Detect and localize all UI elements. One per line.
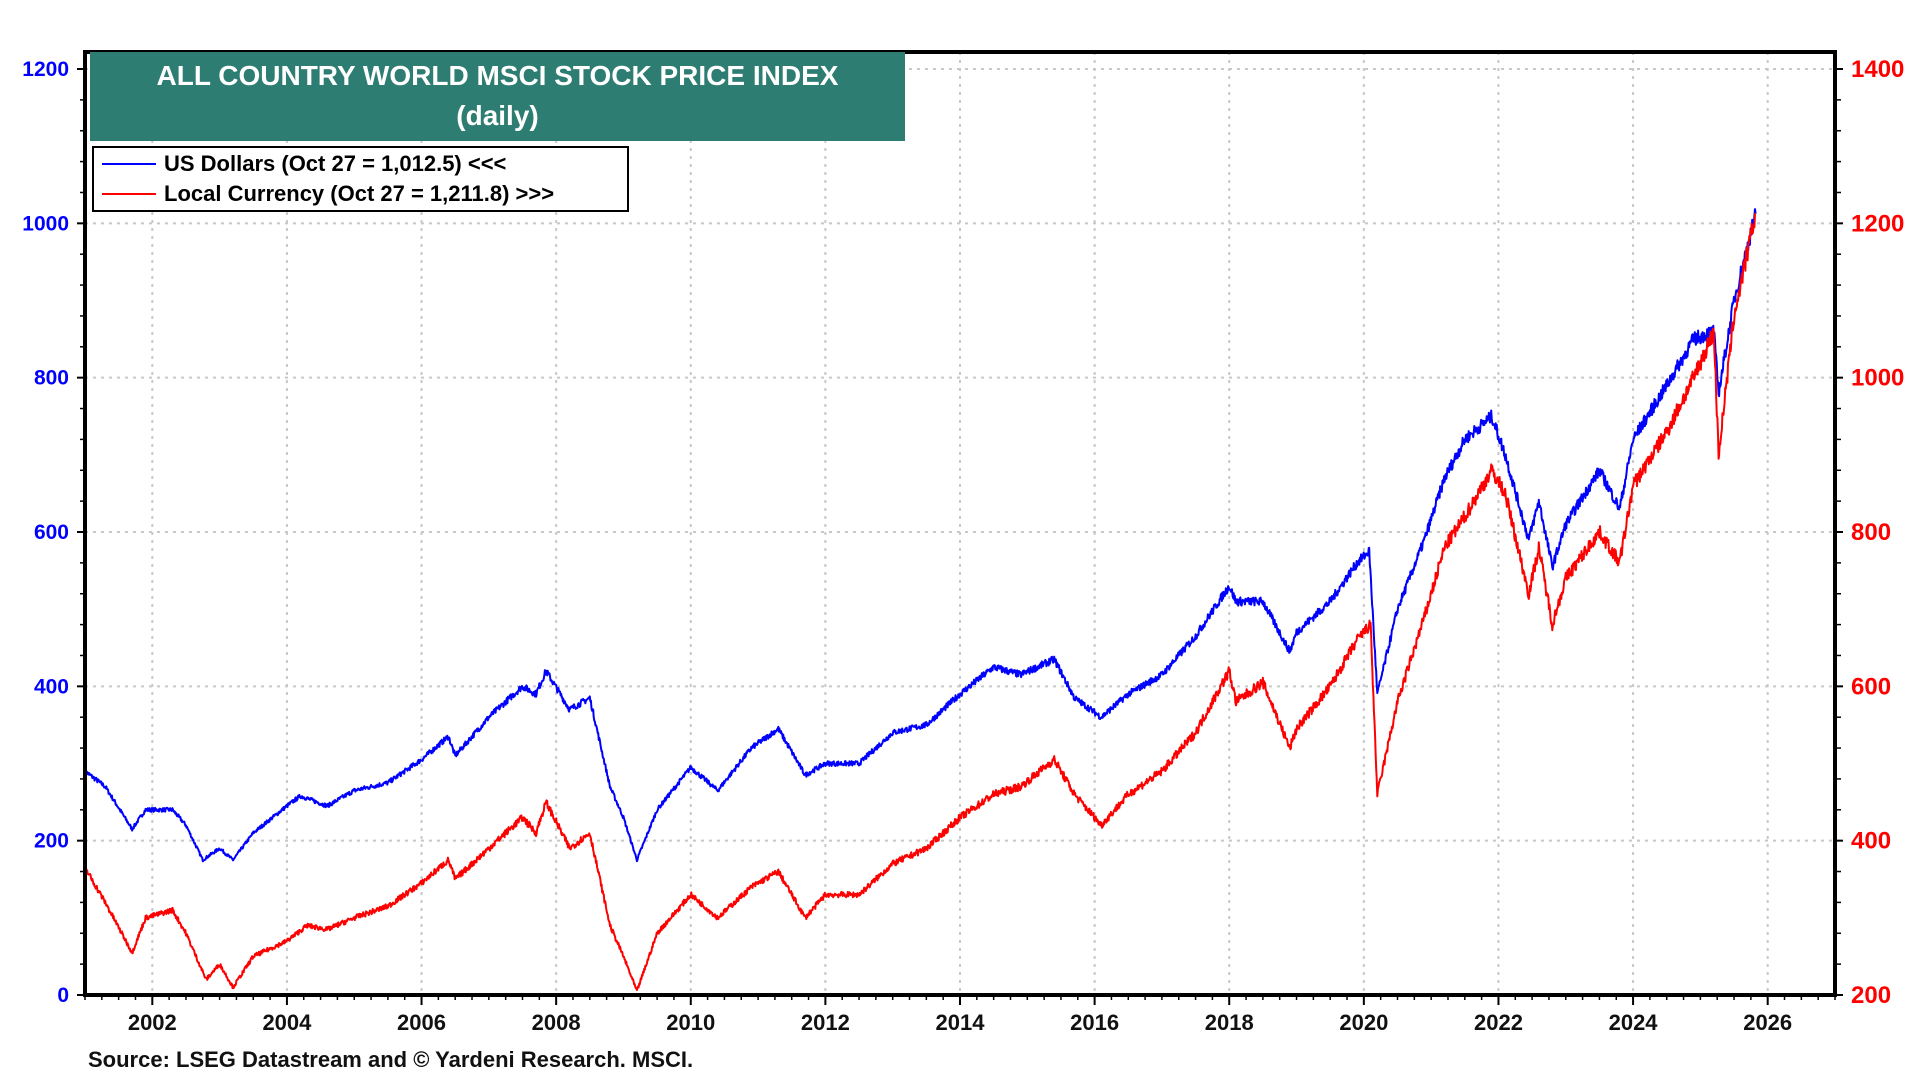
y-tick-label-left: 1000 [22, 212, 69, 235]
legend-label-usd: US Dollars (Oct 27 = 1,012.5) <<< [164, 151, 507, 176]
y-tick-label-right: 1200 [1851, 210, 1904, 237]
y-tick-label-right: 600 [1851, 673, 1891, 700]
x-tick-label: 2026 [1743, 1010, 1792, 1035]
legend: US Dollars (Oct 27 = 1,012.5) <<< Local … [92, 146, 629, 212]
legend-swatch-local [102, 193, 156, 195]
x-tick-label: 2014 [936, 1010, 986, 1035]
y-tick-label-left: 1200 [22, 58, 69, 81]
legend-item-usd: US Dollars (Oct 27 = 1,012.5) <<< [102, 150, 627, 178]
x-tick-label: 2024 [1609, 1010, 1659, 1035]
gridlines [85, 52, 1835, 995]
series-line-local-currency [84, 212, 1757, 991]
series-line-usd [84, 208, 1757, 863]
y-tick-label-right: 200 [1851, 982, 1891, 1009]
x-tick-label: 2004 [262, 1010, 312, 1035]
x-tick-label: 2020 [1339, 1010, 1388, 1035]
series-group [84, 208, 1757, 991]
axis-ticks [77, 68, 1843, 1005]
legend-swatch-usd [102, 163, 156, 165]
source-note: Source: LSEG Datastream and © Yardeni Re… [88, 1047, 694, 1072]
x-tick-label: 2016 [1070, 1010, 1119, 1035]
y-tick-label-left: 800 [34, 367, 69, 390]
y-tick-label-left: 0 [57, 984, 69, 1007]
chart-title: ALL COUNTRY WORLD MSCI STOCK PRICE INDEX [156, 60, 839, 91]
y-tick-label-left: 600 [34, 521, 69, 544]
x-tick-label: 2002 [128, 1010, 177, 1035]
x-tick-label: 2018 [1205, 1010, 1254, 1035]
x-tick-label: 2006 [397, 1010, 446, 1035]
tick-labels: 0 200 400 600 800 1000 1200 200 400 600 800 1000 120… [22, 56, 1904, 1035]
y-tick-label-right: 800 [1851, 519, 1891, 546]
x-tick-label: 2008 [532, 1010, 581, 1035]
legend-item-local: Local Currency (Oct 27 = 1,211.8) >>> [102, 180, 627, 208]
y-tick-label-right: 1400 [1851, 56, 1904, 83]
y-tick-label-left: 200 [34, 830, 69, 853]
x-tick-label: 2012 [801, 1010, 850, 1035]
x-tick-label: 2010 [666, 1010, 715, 1035]
legend-label-local: Local Currency (Oct 27 = 1,211.8) >>> [164, 181, 555, 206]
y-tick-label-right: 1000 [1851, 365, 1904, 392]
chart-title-box: ALL COUNTRY WORLD MSCI STOCK PRICE INDEX… [90, 52, 905, 141]
x-tick-label: 2022 [1474, 1010, 1523, 1035]
y-tick-label-left: 400 [34, 675, 69, 698]
chart-subtitle: (daily) [456, 100, 539, 131]
y-tick-label-right: 400 [1851, 828, 1891, 855]
